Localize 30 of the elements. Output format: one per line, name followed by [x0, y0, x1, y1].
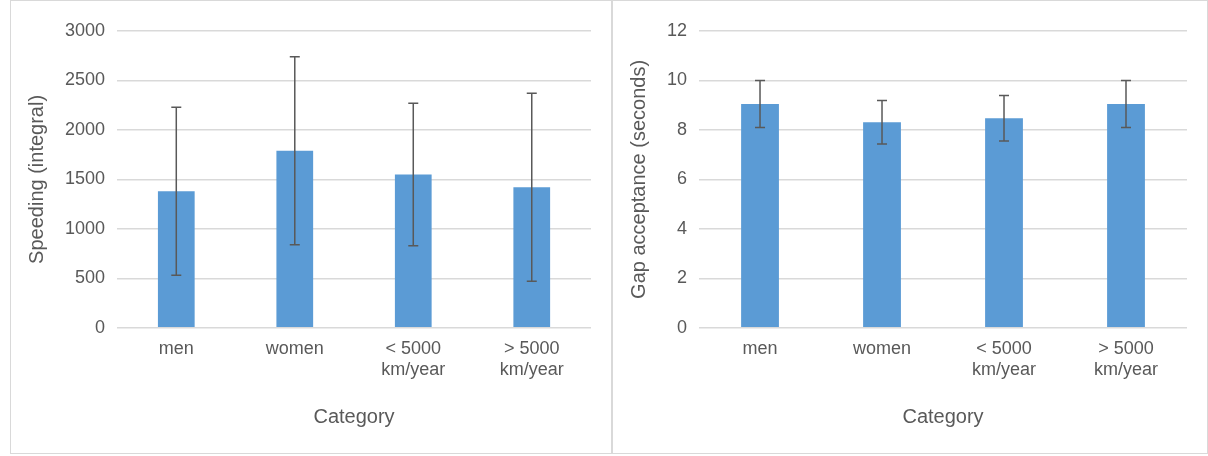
y-tick-label: 1000 — [65, 217, 106, 238]
y-tick-label: 10 — [666, 69, 688, 90]
y-tick-label: 12 — [666, 19, 688, 40]
y-tick-label: 2 — [677, 267, 688, 288]
y-axis-title: Gap acceptance (seconds) — [626, 59, 649, 299]
x-tick-label: < 5000 km/year — [972, 337, 1037, 380]
y-tick-label: 8 — [677, 118, 688, 139]
y-tick-label: 500 — [75, 267, 106, 288]
y-tick-label: 2500 — [65, 69, 106, 90]
x-tick-label: men — [158, 337, 194, 358]
x-tick-label: > 5000 km/year — [499, 337, 564, 380]
x-tick-label: women — [852, 337, 912, 358]
y-axis-title: Speeding (integral) — [24, 94, 47, 264]
y-tick-label: 2000 — [65, 118, 106, 139]
y-tick-label: 0 — [677, 316, 688, 337]
bar — [513, 187, 551, 328]
x-axis-title: Category — [313, 404, 395, 427]
bar — [276, 150, 314, 328]
x-tick-label: > 5000 km/year — [1093, 337, 1159, 380]
bar — [157, 191, 195, 328]
y-tick-label: 3000 — [65, 19, 106, 40]
x-axis-title: Category — [902, 404, 984, 427]
x-tick-label: women — [264, 337, 324, 358]
x-tick-label: men — [742, 337, 778, 358]
y-tick-label: 4 — [677, 217, 688, 238]
y-tick-label: 0 — [95, 316, 106, 337]
x-tick-label: < 5000 km/year — [381, 337, 446, 380]
y-tick-label: 6 — [677, 168, 688, 189]
bar — [394, 174, 432, 328]
y-tick-label: 1500 — [65, 168, 106, 189]
